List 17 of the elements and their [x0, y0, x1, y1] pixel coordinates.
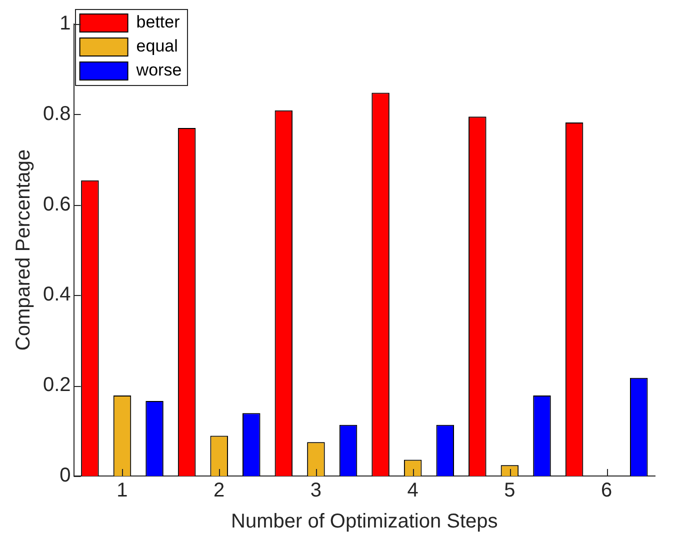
x-axis-title: Number of Optimization Steps: [231, 510, 498, 533]
y-tick-label: 1: [60, 12, 71, 35]
y-axis-title: Compared Percentage: [12, 149, 35, 351]
legend-label: equal: [136, 36, 178, 56]
legend-label: better: [136, 12, 180, 32]
y-tick-label: 0.2: [42, 374, 71, 396]
x-tick-label: 2: [214, 480, 225, 502]
x-tick-label: 6: [601, 480, 612, 502]
y-tick-label: 0: [60, 464, 71, 487]
x-tick-label: 5: [504, 480, 516, 502]
y-tick-label: 0.8: [42, 102, 71, 125]
x-tick-label: 1: [116, 480, 128, 502]
x-tick-label: 4: [407, 480, 418, 502]
y-tick-label: 0.6: [42, 193, 71, 216]
legend-label: worse: [135, 60, 182, 80]
y-tick-label: 0.4: [42, 284, 71, 306]
x-tick-label: 3: [310, 480, 322, 502]
